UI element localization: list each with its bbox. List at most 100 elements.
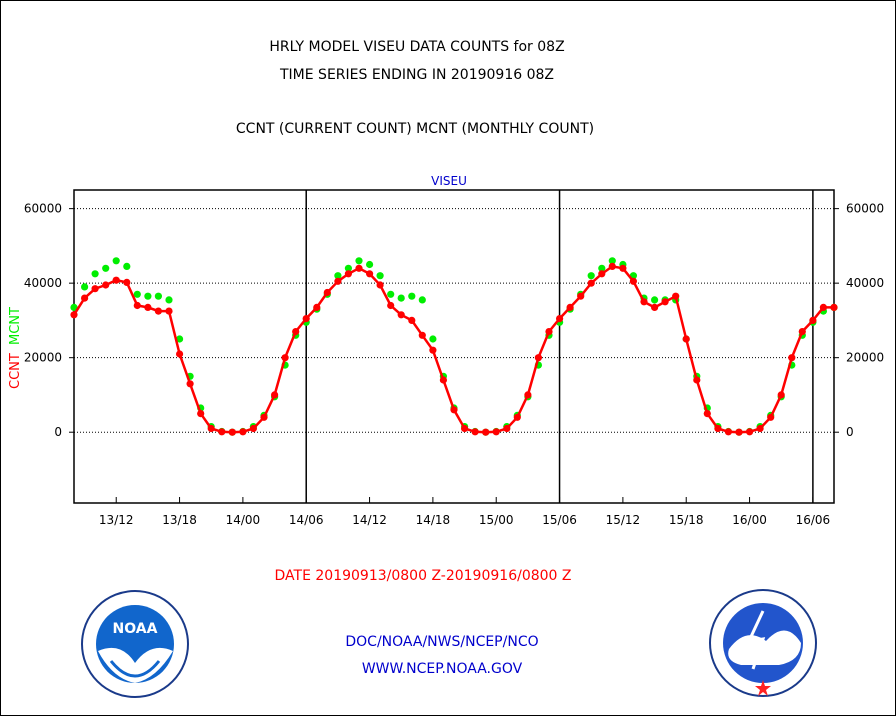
x-tick-label: 14/00 <box>226 513 261 527</box>
data-point-mcnt <box>81 283 89 291</box>
x-tick-label: 13/18 <box>162 513 197 527</box>
data-point-ccnt <box>608 262 616 270</box>
y-tick-label-right: 0 <box>846 425 854 439</box>
data-point-ccnt <box>450 406 458 414</box>
data-point-ccnt <box>154 307 162 315</box>
data-point-ccnt <box>524 391 532 399</box>
x-tick-label: 15/06 <box>542 513 577 527</box>
data-point-ccnt <box>91 285 99 293</box>
y-tick-label-right: 40000 <box>846 276 884 290</box>
footer-website: WWW.NCEP.NOAA.GOV <box>362 661 523 677</box>
y-tick-label-right: 20000 <box>846 351 884 365</box>
y-tick-label-right: 60000 <box>846 202 884 216</box>
data-point-ccnt <box>176 350 184 358</box>
data-point-ccnt <box>429 346 437 354</box>
data-point-ccnt <box>323 288 331 297</box>
data-point-ccnt <box>218 428 226 436</box>
data-point-ccnt <box>735 428 743 436</box>
grid-lines <box>74 190 834 503</box>
data-point-ccnt <box>682 335 690 343</box>
x-tick-label: 15/18 <box>669 513 704 527</box>
chart-title-line1: HRLY MODEL VISEU DATA COUNTS for 08Z <box>269 39 564 55</box>
x-tick-label: 16/00 <box>732 513 767 527</box>
data-point-ccnt <box>186 380 194 388</box>
data-point-ccnt <box>798 328 806 336</box>
data-point-ccnt <box>767 413 775 421</box>
data-point-ccnt <box>492 428 500 436</box>
data-point-mcnt <box>102 264 110 272</box>
data-point-ccnt <box>334 277 342 285</box>
data-point-ccnt <box>672 292 680 300</box>
data-point-ccnt <box>661 298 669 306</box>
data-point-ccnt <box>629 277 638 285</box>
nws-logo <box>709 589 817 697</box>
data-point-mcnt <box>418 296 426 304</box>
data-point-ccnt <box>809 316 817 324</box>
data-point-ccnt <box>313 303 321 311</box>
data-point-mcnt <box>397 294 405 302</box>
data-point-ccnt <box>640 298 648 306</box>
data-point-ccnt <box>439 376 447 384</box>
series-ccnt <box>70 262 838 436</box>
y-tick-label-left: 40000 <box>24 276 62 290</box>
data-point-ccnt <box>830 303 838 311</box>
data-point-mcnt <box>123 262 131 270</box>
data-point-ccnt <box>123 278 131 286</box>
x-tick-label: 14/06 <box>289 513 324 527</box>
data-point-ccnt <box>102 281 110 289</box>
data-point-ccnt <box>70 311 78 319</box>
data-point-mcnt <box>133 290 141 298</box>
data-point-mcnt <box>651 296 659 304</box>
data-point-ccnt <box>418 331 426 339</box>
plot-border <box>73 189 835 504</box>
data-point-ccnt <box>566 303 574 311</box>
data-point-ccnt <box>355 264 363 272</box>
data-point-ccnt <box>545 328 553 336</box>
data-point-mcnt <box>165 296 173 304</box>
data-point-ccnt <box>281 354 289 362</box>
y-tick-label-left: 20000 <box>24 351 62 365</box>
data-point-ccnt <box>81 294 89 302</box>
data-point-ccnt <box>756 424 764 433</box>
data-point-ccnt <box>239 428 247 436</box>
x-tick-label: 16/06 <box>796 513 831 527</box>
data-point-ccnt <box>587 279 595 287</box>
data-point-ccnt <box>777 391 785 399</box>
data-point-mcnt <box>387 290 395 298</box>
data-point-ccnt <box>260 413 268 421</box>
data-point-ccnt <box>165 307 173 315</box>
data-point-ccnt <box>598 270 606 278</box>
x-tick-label: 14/18 <box>416 513 451 527</box>
data-point-mcnt <box>91 270 99 278</box>
data-point-mcnt <box>355 257 363 265</box>
data-point-ccnt <box>788 354 796 362</box>
data-point-ccnt <box>746 428 754 436</box>
data-point-ccnt <box>619 264 627 272</box>
data-point-ccnt <box>344 270 352 278</box>
data-point-ccnt <box>249 424 257 433</box>
noaa-logo: NOAA <box>81 590 189 698</box>
y-axis-label-mcnt: MCNT <box>8 307 23 345</box>
footer-agency-path: DOC/NOAA/NWS/NCEP/NCO <box>345 634 538 650</box>
x-axis-date-label: DATE 20190913/0800 Z-20190916/0800 Z <box>275 568 572 584</box>
data-series <box>70 257 838 436</box>
data-point-ccnt <box>534 354 543 362</box>
data-point-ccnt <box>144 303 152 311</box>
data-point-mcnt <box>70 303 78 311</box>
data-point-ccnt <box>207 424 215 433</box>
data-point-ccnt <box>271 391 279 399</box>
data-point-ccnt <box>461 424 469 433</box>
data-point-ccnt <box>228 428 236 436</box>
data-point-mcnt <box>587 272 595 280</box>
data-point-mcnt <box>598 264 606 272</box>
data-point-ccnt <box>482 428 490 436</box>
chart-title-line2: TIME SERIES ENDING IN 20190916 08Z <box>279 67 554 83</box>
data-point-ccnt <box>112 276 120 284</box>
y-tick-label-left: 0 <box>54 425 62 439</box>
chart-title-line3: CCNT (CURRENT COUNT) MCNT (MONTHLY COUNT… <box>236 121 594 137</box>
x-tick-label: 13/12 <box>99 513 134 527</box>
data-point-mcnt <box>408 292 416 300</box>
data-point-ccnt <box>408 316 416 324</box>
